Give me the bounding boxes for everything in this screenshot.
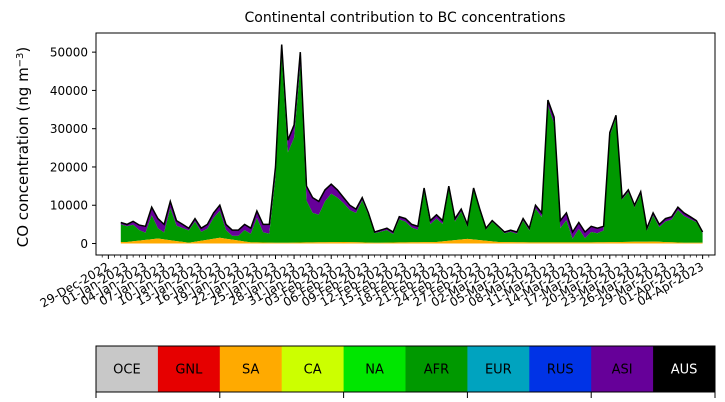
plot-frame (95, 32, 716, 256)
y-tick-label: 50000 (50, 46, 88, 60)
y-tick-label: 20000 (50, 160, 88, 174)
y-tick-label: 10000 (50, 199, 88, 213)
colorbar-cell (653, 346, 716, 392)
area-afr (120, 56, 703, 243)
x-axis: 29-Dec-202201-Jan-202304-Jan-202307-Jan-… (38, 255, 710, 310)
colorbar-cell (157, 346, 221, 392)
colorbar-cell (529, 346, 592, 392)
y-tick-label: 30000 (50, 122, 88, 136)
region-colorbar: OCE GNL SA CA NA AFR EUR RUS ASI AUS (95, 345, 716, 398)
colorbar-cell (343, 346, 406, 392)
colorbar-cell (467, 346, 530, 392)
colorbar-cell (281, 346, 345, 392)
colorbar-label: ASI (612, 363, 633, 378)
plot-area (120, 44, 704, 244)
y-tick-label: 40000 (50, 84, 88, 98)
y-tick-label: 0 (80, 237, 88, 251)
y-axis: 0 10000 20000 30000 40000 50000 (50, 46, 96, 251)
colorbar-cell (96, 346, 159, 392)
colorbar-cell (591, 346, 654, 392)
colorbar-label: OCE (113, 363, 141, 378)
colorbar-label: RUS (547, 363, 574, 378)
colorbar-cell (219, 346, 283, 392)
colorbar-frame (95, 345, 716, 393)
colorbar-label: AFR (424, 363, 449, 378)
chart-title: Continental contribution to BC concentra… (244, 10, 565, 26)
colorbar-label: CA (304, 363, 322, 378)
colorbar-label: EUR (485, 363, 512, 378)
colorbar-label: NA (365, 363, 384, 378)
colorbar-cell (405, 346, 468, 392)
area-sa (120, 237, 703, 244)
colorbar-label: AUS (671, 363, 698, 378)
y-axis-label: CO concentration (ng m−3) (14, 47, 32, 248)
colorbar-label: SA (242, 363, 259, 378)
total-line (120, 44, 704, 234)
colorbar-label: GNL (175, 363, 203, 378)
